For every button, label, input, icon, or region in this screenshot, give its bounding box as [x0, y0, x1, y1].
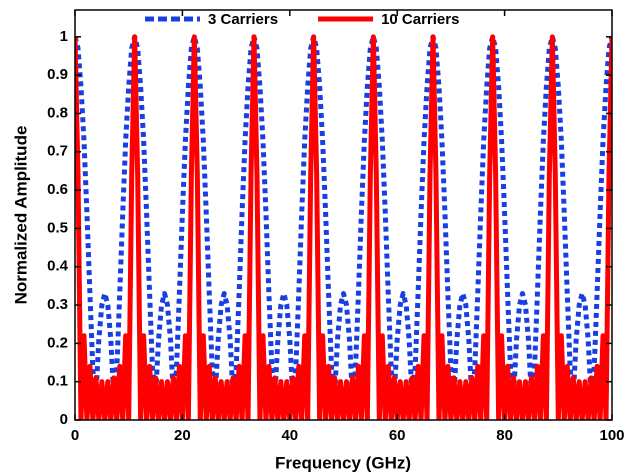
x-tick-label: 100 [599, 427, 624, 444]
y-tick-label: 0.4 [47, 258, 69, 275]
legend-label: 3 Carriers [208, 11, 278, 28]
x-axis-title: Frequency (GHz) [275, 453, 411, 472]
y-tick-label: 0.5 [47, 219, 68, 236]
x-tick-label: 0 [71, 427, 79, 444]
y-tick-label: 0.7 [47, 143, 68, 160]
y-tick-label: 1 [60, 28, 68, 45]
x-tick-label: 40 [281, 427, 298, 444]
y-tick-label: 0 [60, 411, 68, 428]
y-tick-label: 0.8 [47, 104, 68, 121]
x-tick-label: 20 [174, 427, 191, 444]
line-series [75, 34, 612, 400]
plot-frame [74, 9, 613, 421]
y-axis-title: Normalized Amplitude [11, 126, 30, 305]
y-tick-label: 0.3 [47, 296, 68, 313]
y-tick-label: 0.9 [47, 66, 68, 83]
x-tick-label: 80 [496, 427, 513, 444]
y-tick-label: 0.1 [47, 373, 68, 390]
y-tick-label: 0.6 [47, 181, 68, 198]
y-tick-label: 0.2 [47, 334, 68, 351]
x-tick-label: 60 [389, 427, 406, 444]
legend-label: 10 Carriers [381, 11, 459, 28]
